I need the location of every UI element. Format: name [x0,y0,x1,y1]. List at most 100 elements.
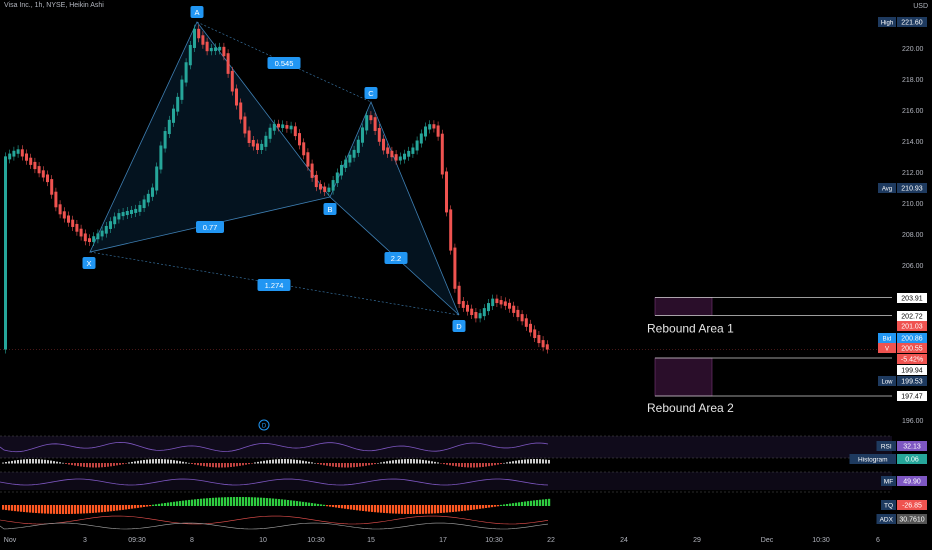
tq-bar [116,505,119,511]
macd-bar [287,459,289,464]
candle-body [323,186,327,192]
macd-bar [293,459,295,464]
indicator-pane [0,472,892,490]
macd-bar [338,463,340,468]
time-tick-label: 15 [367,537,375,544]
macd-bar [8,461,10,464]
tq-bar [83,505,86,514]
candle-body [516,309,520,318]
price-label-value: 202.72 [901,314,923,321]
candle-body [117,213,121,220]
tq-bar [527,501,530,506]
macd-bar [155,459,157,464]
tq-bar [416,505,419,514]
point-x-label-box [82,257,96,269]
price-label-box [897,376,927,386]
price-label-box [897,183,927,193]
candle-body [533,329,537,339]
rebound-zone-box [654,297,713,316]
macd-bar [512,461,514,464]
tq-bar [2,505,5,510]
tq-bar [239,497,242,506]
tq-bar [47,505,50,514]
tq-bar [227,497,230,506]
tq-bar [101,505,104,513]
candle-body [436,125,440,137]
macd-bar [44,459,46,464]
time-tick-label: 10:30 [307,537,325,544]
macd-bar [11,460,13,464]
tq-bar [119,505,122,511]
macd-bar [365,463,367,466]
tq-bar [302,501,305,506]
time-tick-label: 10:30 [485,537,503,544]
candle-body [188,44,192,66]
tq-bar [200,498,203,506]
candle-body [331,180,335,191]
indicator-value-box [897,454,927,464]
tq-bar [374,505,377,513]
macd-bar [185,462,187,464]
macd-bar [173,460,175,464]
candle-body [205,41,209,52]
candle-body [193,28,196,48]
tq-bar [125,505,128,510]
macd-bar [281,459,283,464]
candle-body [432,124,436,129]
macd-bar [77,463,79,467]
tq-bar [209,498,212,506]
candle-body [4,156,7,350]
event-marker-letter: D [262,424,267,430]
candle-body [50,179,54,195]
rebound-zone-label: Rebound Area 2 [647,401,734,415]
di-line [0,522,549,530]
tq-bar [251,497,254,506]
macd-bar [38,459,40,464]
tq-bar [419,505,422,514]
indicator-pane [0,436,892,458]
macd-bar [410,459,412,464]
macd-bar [146,459,148,464]
candle-body [268,127,272,139]
tq-bar [143,505,146,508]
indicator-name-tag [881,476,896,486]
tq-bar [167,502,170,506]
tq-bar [383,505,386,513]
tq-bar [290,500,293,506]
macd-bar [218,463,220,468]
tq-bar [248,497,251,506]
indicator-panes: RSI 32.13 Histogram 0.06 MF 49.90 TQ -26.85 ADX 3… [0,435,927,530]
adx-line [0,515,549,525]
macd-bar [323,463,325,466]
macd-bar [431,461,433,464]
macd-bar [260,461,262,464]
macd-bar [98,463,100,468]
point-a-label-box [190,6,204,18]
candle-body [20,149,24,157]
candle-body [474,312,478,319]
tq-bar [329,505,332,507]
price-tick-label: 210.00 [902,201,924,208]
candle-body [83,233,87,242]
tq-bar [155,504,158,506]
macd-bar [272,459,274,464]
tq-bar [299,501,302,506]
candle-body [67,215,70,223]
candle-body [201,35,205,45]
macd-bar [497,463,499,465]
macd-bar [62,462,64,464]
macd-bar [464,463,466,468]
tq-bar [272,498,275,506]
macd-bar [29,459,31,464]
tq-bar [518,502,521,506]
macd-bar [110,463,112,467]
macd-bar [20,459,22,464]
tq-bar [137,505,140,508]
macd-bar [83,463,85,467]
tq-bar [389,505,392,514]
tq-bar [512,503,515,506]
tq-bar [62,505,65,514]
tq-bar [353,505,356,510]
candle-body [361,127,364,143]
